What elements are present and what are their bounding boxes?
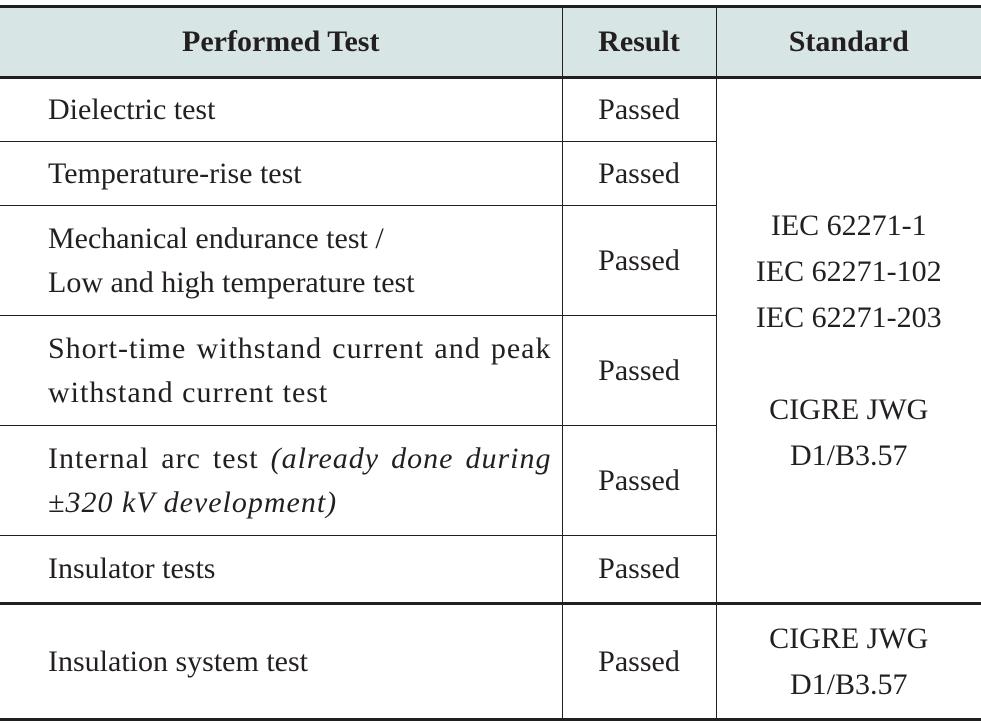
table-row: Mechanical endurance test / Low and high… xyxy=(0,205,981,316)
test-name: Insulation system test xyxy=(0,602,563,721)
test-name: Insulator tests xyxy=(0,535,563,604)
standard-line: IEC 62271-102 xyxy=(755,254,942,288)
test-result: Passed xyxy=(561,205,716,316)
test-name-main: Internal arc test xyxy=(48,441,271,475)
table-row: Insulation system test Passed CIGRE JWG … xyxy=(0,602,981,721)
test-name-line: Mechanical endurance test / xyxy=(48,221,384,255)
test-name-note: (already done xyxy=(270,441,454,475)
header-performed-test: Performed Test xyxy=(0,5,563,79)
test-name-line: Insulator tests xyxy=(48,552,216,585)
standard-line: CIGRE JWG xyxy=(769,392,929,426)
header-row: Performed Test Result Standard xyxy=(0,5,981,79)
test-name-line: Short-time withstand current and xyxy=(48,331,481,365)
test-name-line: peak withstand current test xyxy=(48,331,552,409)
table-row: Temperature-rise test Passed xyxy=(0,141,981,206)
standard-line: CIGRE JWG xyxy=(769,621,929,655)
test-name-line: Insulation system test xyxy=(48,644,308,678)
test-name: Internal arc test (already done during ±… xyxy=(0,425,563,536)
test-name: Dielectric test xyxy=(0,77,563,142)
table-row: Dielectric test Passed IEC 62271-1 IEC 6… xyxy=(0,77,981,604)
test-name: Mechanical endurance test / Low and high… xyxy=(0,205,563,316)
test-name-note: during ±320 kV development) xyxy=(48,441,552,519)
test-name: Temperature-rise test xyxy=(0,141,563,206)
test-result: Passed xyxy=(561,315,716,426)
table-row: Insulator tests Passed xyxy=(0,535,981,604)
table-row: Short-time withstand current and peak wi… xyxy=(0,315,981,426)
standard-line: IEC 62271-203 xyxy=(755,300,942,334)
test-result: Passed xyxy=(561,77,717,142)
standard-line: D1/B3.57 xyxy=(789,667,908,701)
test-name-line: Low and high temperature test xyxy=(48,265,415,299)
test-result: Passed xyxy=(561,602,717,721)
test-name-line: Dielectric test xyxy=(48,93,216,126)
table-row: Internal arc test (already done during ±… xyxy=(0,425,981,536)
standard-cell: CIGRE JWG D1/B3.57 xyxy=(715,602,981,721)
test-result: Passed xyxy=(561,141,716,206)
test-result: Passed xyxy=(561,425,716,536)
header-standard: Standard xyxy=(715,5,981,79)
test-results-table: Performed Test Result Standard Dielectri… xyxy=(0,5,981,721)
standard-line: D1/B3.57 xyxy=(789,438,908,472)
header-result: Result xyxy=(561,5,717,79)
test-name-line: Temperature-rise test xyxy=(48,156,302,190)
test-name: Short-time withstand current and peak wi… xyxy=(0,315,563,426)
standard-cell: IEC 62271-1 IEC 62271-102 IEC 62271-203 … xyxy=(715,77,981,604)
test-result: Passed xyxy=(561,535,716,604)
standard-line: IEC 62271-1 xyxy=(770,208,927,242)
